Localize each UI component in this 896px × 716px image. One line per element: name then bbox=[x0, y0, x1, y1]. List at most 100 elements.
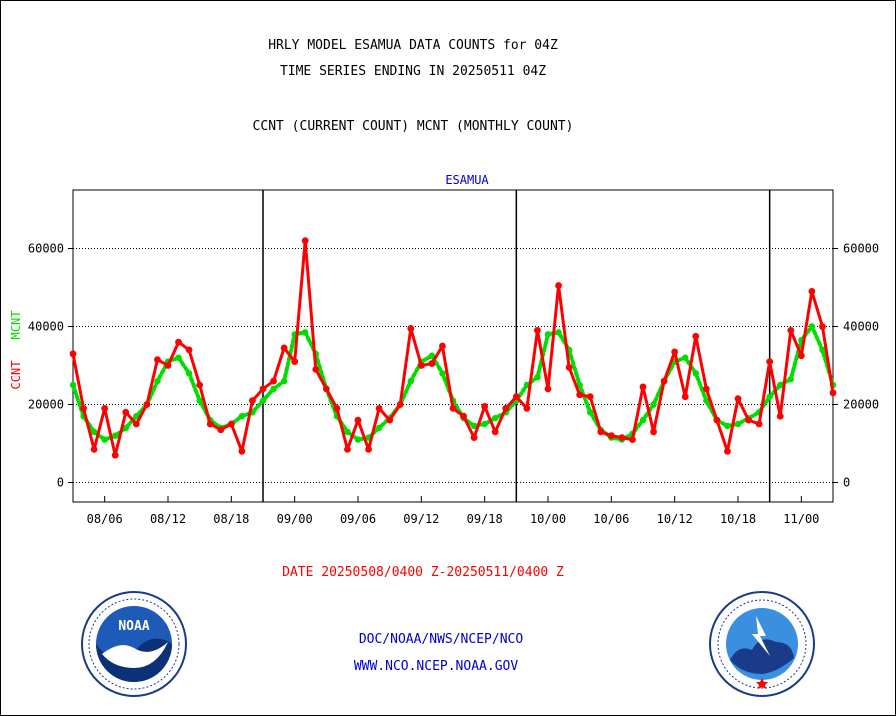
point-ccnt bbox=[776, 412, 784, 420]
plot-area bbox=[72, 189, 834, 503]
point-ccnt bbox=[175, 338, 182, 346]
point-ccnt bbox=[90, 445, 98, 453]
x-tick-label: 09/06 bbox=[340, 512, 376, 526]
point-mcnt bbox=[470, 422, 478, 430]
point-ccnt bbox=[439, 342, 446, 350]
y-axis-label-mcnt: MCNT bbox=[9, 311, 23, 340]
point-ccnt bbox=[797, 352, 805, 360]
y-tick-label-left: 40000 bbox=[28, 320, 64, 334]
point-ccnt bbox=[491, 428, 499, 436]
point-ccnt bbox=[375, 405, 383, 412]
point-ccnt bbox=[502, 405, 510, 412]
point-mcnt bbox=[703, 397, 710, 404]
header-line-1: HRLY MODEL ESAMUA DATA COUNTS for 04Z bbox=[268, 38, 558, 53]
point-mcnt bbox=[407, 377, 414, 385]
point-ccnt bbox=[249, 397, 256, 404]
point-ccnt bbox=[766, 358, 774, 365]
point-ccnt bbox=[618, 434, 626, 442]
header-line-2: TIME SERIES ENDING IN 20250511 04Z bbox=[279, 64, 547, 79]
point-mcnt bbox=[439, 370, 446, 377]
x-tick-label: 08/18 bbox=[213, 512, 249, 526]
nws-logo bbox=[709, 591, 815, 697]
y-tick-label-left: 0 bbox=[57, 476, 64, 490]
point-ccnt bbox=[629, 436, 636, 443]
y-tick-label-left: 60000 bbox=[28, 242, 64, 256]
x-tick-label: 08/06 bbox=[87, 512, 123, 526]
point-mcnt bbox=[787, 375, 794, 383]
point-ccnt bbox=[291, 358, 299, 365]
point-ccnt bbox=[755, 420, 763, 428]
y-tick-label-right: 40000 bbox=[843, 320, 879, 334]
header-line-3: CCNT (CURRENT COUNT) MCNT (MONTHLY COUNT… bbox=[252, 119, 574, 134]
point-ccnt bbox=[576, 391, 584, 399]
point-ccnt bbox=[586, 393, 594, 401]
point-mcnt bbox=[270, 385, 277, 393]
point-ccnt bbox=[819, 323, 826, 330]
point-mcnt bbox=[555, 329, 562, 336]
org-link[interactable]: DOC/NOAA/NWS/NCEP/NCO bbox=[358, 632, 524, 647]
point-ccnt bbox=[724, 447, 731, 455]
point-ccnt bbox=[69, 350, 77, 358]
point-ccnt bbox=[692, 332, 700, 340]
point-mcnt bbox=[682, 354, 689, 361]
point-ccnt bbox=[787, 327, 795, 334]
point-ccnt bbox=[607, 432, 615, 440]
point-ccnt bbox=[386, 416, 394, 424]
point-ccnt bbox=[745, 416, 752, 424]
point-ccnt bbox=[523, 405, 531, 412]
y-tick-label-right: 20000 bbox=[843, 398, 879, 412]
point-ccnt bbox=[164, 362, 172, 369]
point-ccnt bbox=[80, 405, 87, 412]
point-mcnt bbox=[280, 377, 288, 385]
point-ccnt bbox=[154, 356, 161, 364]
x-tick-label: 09/12 bbox=[403, 512, 439, 526]
point-ccnt bbox=[301, 237, 309, 245]
x-tick-label: 08/12 bbox=[150, 512, 186, 526]
point-mcnt bbox=[90, 428, 98, 435]
point-mcnt bbox=[766, 393, 773, 400]
point-ccnt bbox=[132, 420, 140, 428]
y-tick-label-right: 60000 bbox=[843, 242, 879, 256]
point-mcnt bbox=[724, 422, 731, 430]
x-tick-label: 10/00 bbox=[530, 512, 566, 526]
x-tick-label: 09/00 bbox=[277, 512, 313, 526]
website-link[interactable]: WWW.NCO.NCEP.NOAA.GOV bbox=[353, 659, 519, 674]
point-ccnt bbox=[702, 385, 710, 393]
point-mcnt bbox=[302, 329, 309, 336]
x-tick-label: 09/18 bbox=[467, 512, 503, 526]
date-range-label: DATE 20250508/0400 Z-20250511/0400 Z bbox=[282, 565, 564, 580]
point-ccnt bbox=[470, 434, 478, 442]
point-ccnt bbox=[555, 282, 562, 289]
point-mcnt bbox=[185, 370, 193, 377]
point-ccnt bbox=[544, 385, 552, 393]
point-ccnt bbox=[280, 344, 288, 352]
point-mcnt bbox=[544, 331, 552, 338]
point-mcnt bbox=[692, 370, 699, 377]
noaa-logo: NOAA bbox=[81, 591, 187, 697]
x-tick-label: 10/18 bbox=[720, 512, 756, 526]
point-ccnt bbox=[111, 451, 119, 459]
point-ccnt bbox=[713, 416, 721, 424]
point-ccnt bbox=[344, 445, 351, 453]
point-mcnt bbox=[354, 436, 362, 443]
point-ccnt bbox=[808, 288, 816, 295]
point-ccnt bbox=[660, 377, 668, 385]
point-ccnt bbox=[259, 385, 267, 393]
noaa-logo-text: NOAA bbox=[118, 619, 149, 634]
point-ccnt bbox=[460, 412, 467, 420]
x-tick-label: 11/00 bbox=[783, 512, 819, 526]
point-ccnt bbox=[639, 383, 647, 391]
point-mcnt bbox=[122, 424, 129, 432]
point-mcnt bbox=[259, 397, 267, 404]
point-mcnt bbox=[639, 416, 647, 424]
point-mcnt bbox=[734, 420, 742, 428]
point-ccnt bbox=[650, 428, 657, 436]
point-ccnt bbox=[206, 420, 214, 428]
x-tick-label: 10/06 bbox=[593, 512, 629, 526]
point-ccnt bbox=[512, 393, 520, 401]
point-mcnt bbox=[375, 424, 383, 432]
point-mcnt bbox=[133, 413, 140, 420]
point-ccnt bbox=[734, 395, 742, 403]
point-ccnt bbox=[185, 346, 193, 354]
